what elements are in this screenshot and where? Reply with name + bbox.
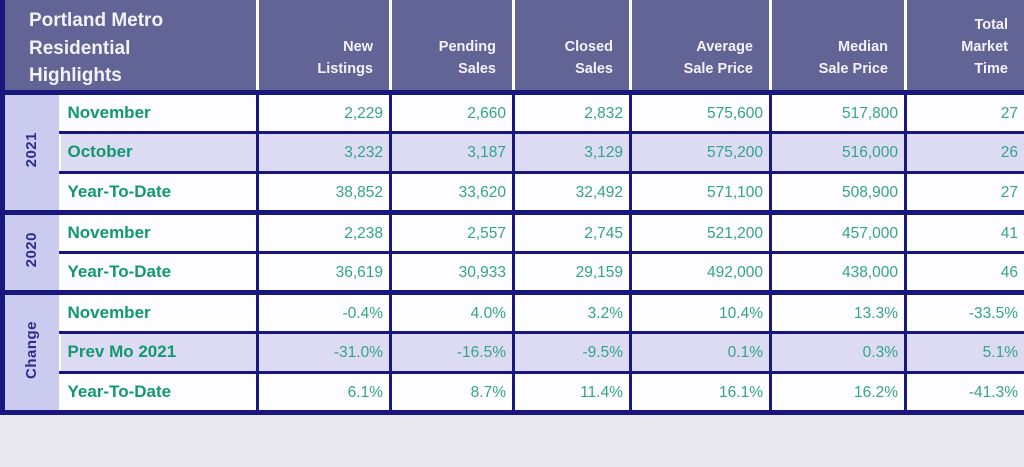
- table-row: October 3,232 3,187 3,129 575,200 516,00…: [3, 130, 1024, 174]
- market-highlights-table: Portland Metro Residential Highlights Ne…: [0, 0, 1024, 415]
- table-row: Year-To-Date 36,619 30,933 29,159 492,00…: [3, 250, 1024, 294]
- value-cell: -16.5%: [389, 330, 515, 374]
- value-cell: 3,232: [256, 130, 392, 174]
- value-cell: 521,200: [629, 209, 772, 254]
- table-row: Year-To-Date 38,852 33,620 32,492 571,10…: [3, 170, 1024, 214]
- value-cell: 8.7%: [389, 370, 515, 414]
- year-label-text: 2021: [23, 131, 41, 168]
- col-header-closed-sales: Closed Sales: [512, 0, 631, 95]
- value-cell: 3,129: [512, 130, 632, 174]
- value-cell: 457,000: [769, 209, 907, 254]
- col-header-pending-sales: Pending Sales: [389, 0, 514, 95]
- year-label-text: 2020: [23, 231, 41, 268]
- section-change: Change November -0.4% 4.0% 3.2% 10.4% 13…: [2, 289, 1024, 414]
- year-group-label: 2021: [2, 89, 61, 213]
- value-cell: -31.0%: [256, 330, 392, 374]
- value-cell: -9.5%: [512, 330, 632, 374]
- value-cell: 30,933: [389, 250, 515, 294]
- value-cell: 16.2%: [769, 370, 907, 414]
- year-group-label: Change: [2, 289, 61, 413]
- table-row: 2020 November 2,238 2,557 2,745 521,200 …: [2, 209, 1024, 293]
- table-row: Year-To-Date 6.1% 8.7% 11.4% 16.1% 16.2%…: [3, 370, 1024, 414]
- row-label: Prev Mo 2021: [59, 330, 259, 374]
- value-cell: 438,000: [769, 250, 907, 294]
- value-cell: 2,660: [389, 89, 515, 134]
- value-cell: 13.3%: [769, 289, 907, 334]
- col-header-median-sale-price: Median Sale Price: [769, 0, 906, 95]
- page-title: Portland Metro Residential Highlights: [2, 0, 258, 95]
- value-cell: 46: [904, 250, 1024, 294]
- value-cell: -33.5%: [904, 289, 1024, 334]
- value-cell: 38,852: [256, 170, 392, 214]
- value-cell: 492,000: [629, 250, 772, 294]
- value-cell: 2,745: [512, 209, 632, 254]
- value-cell: 2,557: [389, 209, 515, 254]
- value-cell: 5.1%: [904, 330, 1024, 374]
- value-cell: 0.3%: [769, 330, 907, 374]
- value-cell: 11.4%: [512, 370, 632, 414]
- col-header-total-market-time: Total Market Time: [904, 0, 1024, 95]
- year-group-label: 2020: [2, 209, 61, 293]
- value-cell: 16.1%: [629, 370, 772, 414]
- value-cell: 4.0%: [389, 289, 515, 334]
- section-2020: 2020 November 2,238 2,557 2,745 521,200 …: [2, 209, 1024, 294]
- value-cell: 27: [904, 170, 1024, 214]
- value-cell: 29,159: [512, 250, 632, 294]
- value-cell: -41.3%: [904, 370, 1024, 414]
- table-row: Change November -0.4% 4.0% 3.2% 10.4% 13…: [2, 289, 1024, 413]
- year-label-text: Change: [23, 320, 41, 379]
- col-header-average-sale-price: Average Sale Price: [629, 0, 771, 95]
- value-cell: 2,832: [512, 89, 632, 134]
- value-cell: 575,200: [629, 130, 772, 174]
- value-cell: 36,619: [256, 250, 392, 294]
- value-cell: 571,100: [629, 170, 772, 214]
- row-label: November: [59, 209, 259, 254]
- value-cell: 575,600: [629, 89, 772, 134]
- table-row: 2021 November 2,229 2,660 2,832 575,600 …: [2, 89, 1024, 213]
- row-label: Year-To-Date: [59, 250, 259, 294]
- row-label: October: [59, 130, 259, 174]
- value-cell: 516,000: [769, 130, 907, 174]
- table-row: Prev Mo 2021 -31.0% -16.5% -9.5% 0.1% 0.…: [3, 330, 1024, 374]
- value-cell: 3.2%: [512, 289, 632, 334]
- value-cell: 2,229: [256, 89, 392, 134]
- value-cell: 41: [904, 209, 1024, 254]
- value-cell: 33,620: [389, 170, 515, 214]
- row-label: November: [59, 89, 259, 134]
- value-cell: 517,800: [769, 89, 907, 134]
- value-cell: 6.1%: [256, 370, 392, 414]
- value-cell: 0.1%: [629, 330, 772, 374]
- row-label: Year-To-Date: [59, 370, 259, 414]
- value-cell: 32,492: [512, 170, 632, 214]
- value-cell: 26: [904, 130, 1024, 174]
- row-label: Year-To-Date: [59, 170, 259, 214]
- value-cell: -0.4%: [256, 289, 392, 334]
- value-cell: 10.4%: [629, 289, 772, 334]
- col-header-new-listings: New Listings: [256, 0, 391, 95]
- value-cell: 508,900: [769, 170, 907, 214]
- value-cell: 3,187: [389, 130, 515, 174]
- table-header: Portland Metro Residential Highlights Ne…: [2, 0, 1024, 95]
- value-cell: 2,238: [256, 209, 392, 254]
- row-label: November: [59, 289, 259, 334]
- value-cell: 27: [904, 89, 1024, 134]
- section-2021: 2021 November 2,229 2,660 2,832 575,600 …: [2, 89, 1024, 214]
- header-row: Portland Metro Residential Highlights Ne…: [2, 0, 1024, 95]
